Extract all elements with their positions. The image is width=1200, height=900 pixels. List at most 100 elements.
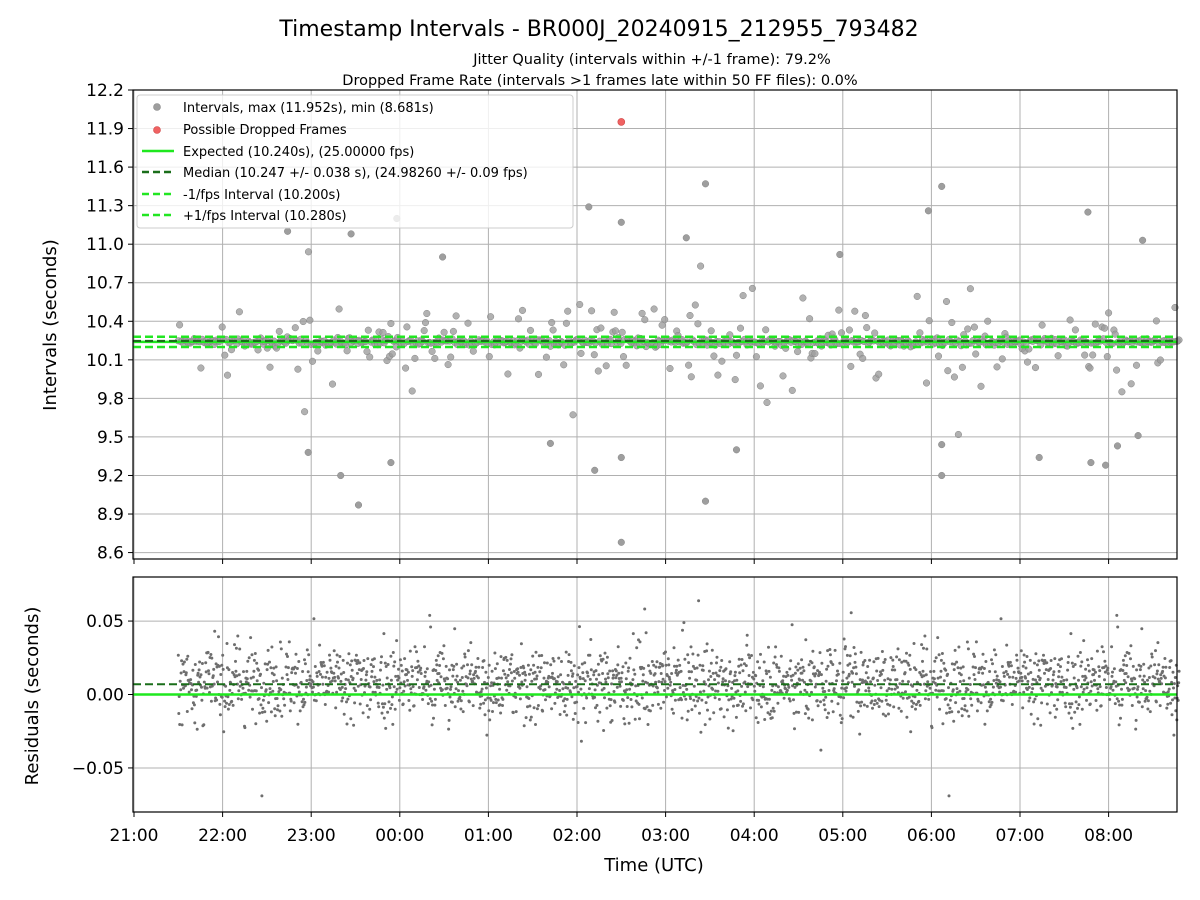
residual-point [231,703,235,707]
residual-point [1074,700,1078,704]
residual-point [509,671,513,675]
residual-point [819,700,822,704]
residual-point [349,675,353,678]
residual-point [1002,674,1006,678]
residual-point [598,710,602,714]
residual-point [948,698,952,702]
residual-point [974,666,977,670]
residual-point [901,696,905,700]
residual-point [702,680,706,684]
residual-point [756,660,760,664]
residual-point [604,661,608,665]
residual-point [682,621,686,625]
interval-point [611,327,620,335]
residual-point [724,679,727,683]
residual-point [284,665,288,669]
residual-point [985,709,989,713]
residual-point [876,679,880,682]
residual-point [1106,666,1110,670]
residual-point [933,659,937,663]
residual-point [1173,696,1177,700]
residual-point [579,687,583,691]
residual-point [889,656,893,660]
residual-point [1038,676,1042,680]
residual-point [397,698,401,702]
residual-point [1066,668,1070,672]
interval-point [1156,356,1164,364]
residual-point [1042,653,1045,657]
residual-point [365,704,369,708]
residual-point [1146,678,1149,682]
residual-point [756,721,760,724]
residual-point [356,659,360,662]
residual-point [354,689,357,693]
residual-point [1037,668,1041,672]
residual-point [800,671,804,675]
residual-point [670,707,674,711]
legend-label-dropped: Possible Dropped Frames [183,123,347,138]
residual-point [851,671,855,675]
intervals-plot-frame [132,89,1178,560]
residual-point [757,698,761,702]
residual-point [984,690,988,694]
intervals-y-axis-label: Intervals (seconds) [40,239,61,411]
residual-point [615,685,619,689]
residual-point [393,660,397,664]
residual-point [221,653,225,657]
residual-point [509,662,512,666]
residual-point [852,646,856,649]
residual-point [827,689,831,692]
residual-point [588,653,592,657]
residual-point [841,679,845,683]
residual-point [493,651,497,655]
interval-point [993,363,1001,371]
residual-point [835,679,838,683]
legend-label-minus-fps: -1/fps Interval (10.200s) [183,188,340,203]
residual-point [1060,690,1064,694]
residual-point [860,700,864,704]
residual-point [426,702,430,706]
residual-point [204,670,208,674]
residual-point [1064,686,1068,689]
residual-point [824,695,828,699]
residual-point [752,684,756,688]
interval-point [948,318,956,327]
residual-point [824,679,828,683]
residual-point [977,671,981,675]
residual-point [187,690,191,694]
residual-point [911,684,915,688]
residual-point [1022,653,1026,657]
interval-point [423,309,431,318]
residual-point [797,710,801,714]
residual-point [399,663,403,667]
residual-point [432,716,435,720]
residual-point [461,710,465,714]
residual-point [339,672,343,676]
residual-point [1077,703,1081,707]
residual-point [807,716,811,720]
residual-point [952,719,956,723]
residual-point [804,638,808,642]
residual-point [1009,664,1013,668]
residual-point [1026,679,1030,683]
residual-point [1029,712,1033,716]
residual-point [1031,677,1035,681]
residual-point [845,676,849,680]
residual-point [1019,649,1023,653]
residual-point [1167,687,1171,691]
residual-point [364,678,368,682]
residual-point [989,697,993,701]
residual-point [1120,703,1124,707]
residual-point [1099,704,1103,708]
residual-point [483,680,486,684]
residual-point [772,661,776,665]
residual-point [1120,687,1123,691]
residual-point [219,673,223,676]
interval-outlier-point [1139,236,1147,244]
residual-point [898,682,902,686]
residual-point [638,640,642,644]
residual-point [608,669,612,673]
residual-point [995,674,999,678]
residual-point [410,674,414,678]
residual-point [478,706,482,710]
